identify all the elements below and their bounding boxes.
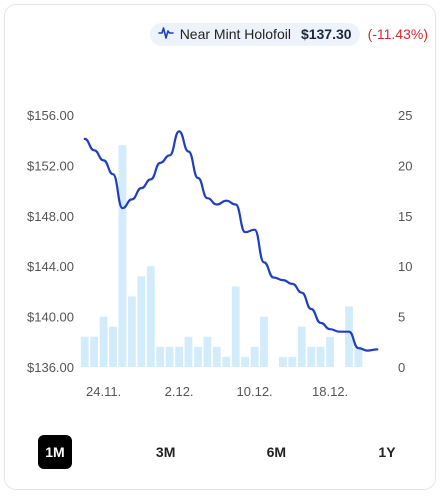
volume-bar [241,356,249,367]
y-right-tick-label: 5 [398,310,405,325]
line-chart-icon [157,26,174,43]
volume-bar [90,336,98,367]
volume-bar [316,346,325,367]
volume-bar [307,346,316,367]
range-button-6m[interactable]: 6M [266,444,287,460]
volume-bar [288,356,297,367]
x-tick-label: 18.12. [312,384,348,399]
volume-bar [250,346,259,367]
volume-bar [297,326,306,367]
volume-bar [137,276,146,367]
y-left-tick-label: $152.00 [27,158,74,173]
y-right-tick-label: 0 [398,360,405,375]
y-right-tick-label: 20 [398,158,412,173]
y-right-tick-label: 25 [398,108,412,123]
price-chart: $156.00 $152.00 $148.00 $144.00 $140.00 $136.… [27,108,412,399]
volume-bar [165,346,174,367]
volume-bar [231,286,240,367]
y-left-tick-label: $148.00 [27,209,74,224]
y-right-tick-label: 15 [398,209,412,224]
range-selector: 1M 3M 6M 1Y [38,435,404,469]
range-button-1m[interactable]: 1M [38,435,72,469]
volume-bar [156,346,165,367]
volume-bar [128,296,136,367]
volume-bar [194,346,202,367]
volume-bar [109,326,117,367]
volume-bar [146,266,155,367]
volume-bar [345,306,353,367]
y-right-tick-label: 10 [398,259,412,274]
volume-bar [99,316,108,367]
range-button-1y[interactable]: 1Y [378,444,396,460]
volume-bar [175,346,183,367]
volume-bar [222,356,231,367]
x-tick-label: 2.12. [165,384,194,399]
range-button-3m[interactable]: 3M [155,444,176,460]
y-left-tick-label: $144.00 [27,259,74,274]
volume-bar [260,316,268,367]
current-price: $137.30 [300,26,352,42]
volume-bar [326,336,334,367]
volume-bar [118,145,127,367]
volume-bar [212,346,221,367]
volume-bar [203,336,212,367]
x-tick-label: 10.12. [237,384,273,399]
price-line [83,130,379,352]
y-left-tick-label: $136.00 [27,360,74,375]
series-label: Near Mint Holofoil [179,26,291,42]
volume-bar [354,346,363,367]
price-change: (-11.43%) [367,26,428,42]
x-tick-label: 24.11. [86,384,121,399]
series-pill[interactable]: Near Mint Holofoil $137.30 [149,22,360,46]
chart-legend: Near Mint Holofoil $137.30 (-11.43%) [149,22,428,46]
y-left-tick-label: $140.00 [27,310,74,325]
y-left-tick-label: $156.00 [27,108,74,123]
volume-bar [80,336,89,367]
volume-bar [279,356,287,367]
volume-bar [184,336,193,367]
price-history-card [4,4,436,490]
